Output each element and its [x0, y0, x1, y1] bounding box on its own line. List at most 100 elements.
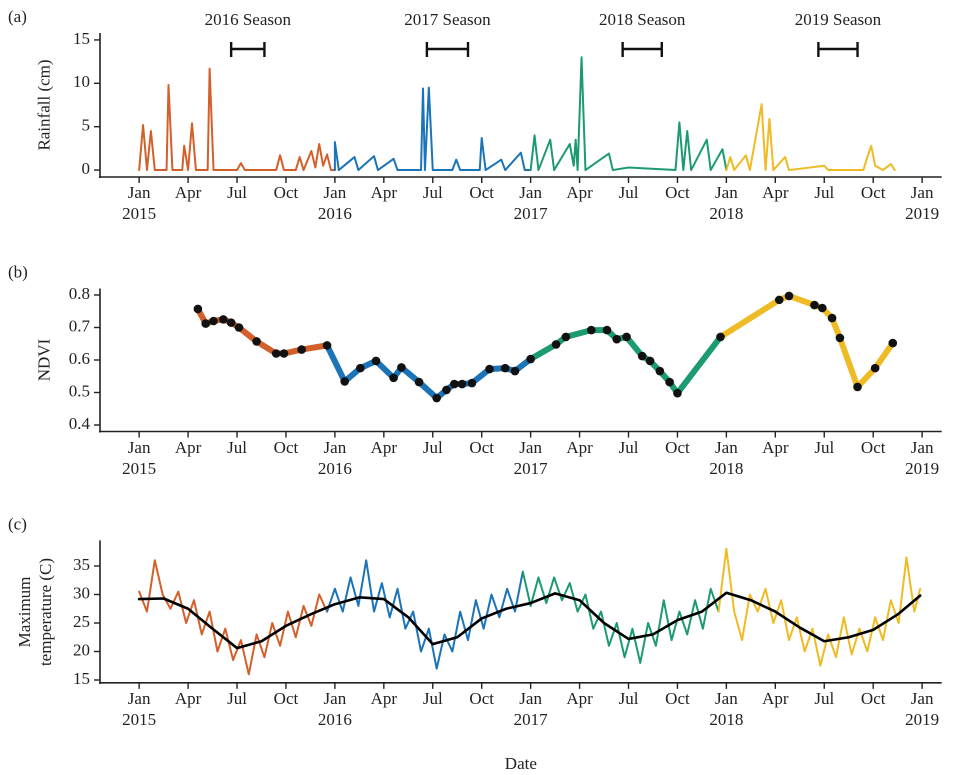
- data-point: [774, 295, 784, 305]
- series-line: [138, 559, 329, 676]
- panel-label: (a): [8, 7, 27, 26]
- x-tick-label: Jul: [422, 183, 443, 202]
- y-tick-label: 15: [73, 29, 90, 48]
- data-point: [655, 366, 665, 376]
- x-tick-label: Jul: [422, 688, 443, 708]
- series-line: [333, 86, 532, 172]
- data-point: [622, 332, 631, 342]
- x-tick-label: Oct: [273, 437, 299, 457]
- x-tick-label: Jul: [227, 688, 247, 708]
- x-tick-label: Jul: [422, 437, 443, 457]
- data-point: [271, 349, 281, 358]
- x-tick-label: Oct: [665, 437, 690, 457]
- series-line: [529, 576, 720, 664]
- x-tick-label: Apr: [370, 183, 398, 202]
- data-point: [637, 351, 647, 361]
- data-point: [853, 382, 862, 392]
- x-tick-label: Jan 2018: [709, 437, 744, 478]
- x-tick-label: Oct: [273, 688, 299, 708]
- data-point: [587, 325, 596, 335]
- series-connector: [717, 296, 783, 340]
- series-connector: [527, 341, 560, 363]
- x-tick-label: Oct: [665, 688, 690, 708]
- x-axis-label: Date: [504, 753, 537, 773]
- data-point: [888, 338, 898, 348]
- data-point: [397, 363, 406, 372]
- data-point: [500, 363, 510, 373]
- y-axis-label: Maximum temperature (C): [15, 557, 55, 666]
- y-tick-label: 30: [73, 583, 90, 602]
- data-point: [827, 313, 837, 323]
- data-point: [209, 316, 218, 326]
- y-tick-label: 0.6: [69, 349, 90, 368]
- data-point: [551, 340, 561, 349]
- data-point: [665, 377, 674, 387]
- x-tick-label: Apr: [762, 183, 789, 202]
- series-line: [553, 327, 724, 397]
- y-tick-label: 0.7: [69, 316, 91, 335]
- data-point: [457, 379, 467, 389]
- x-tick-label: Jan 2017: [513, 183, 548, 223]
- series-line: [138, 67, 336, 172]
- x-tick-label: Jul: [814, 183, 835, 202]
- data-point: [510, 366, 520, 376]
- data-point: [279, 349, 289, 358]
- x-tick-label: Jan 2017: [513, 688, 548, 729]
- x-tick-label: Oct: [469, 183, 494, 202]
- series-connector: [521, 570, 532, 607]
- y-axis-label: NDVI: [34, 338, 54, 382]
- season-label: 2016 Season: [205, 10, 292, 29]
- y-tick-label: 0.5: [69, 381, 90, 400]
- x-tick-label: Oct: [860, 437, 886, 457]
- data-point: [234, 323, 244, 332]
- y-tick-label: 15: [73, 669, 90, 688]
- x-tick-label: Apr: [174, 183, 202, 202]
- season-label: 2019 Season: [795, 10, 882, 29]
- x-tick-label: Jan 2019: [905, 437, 940, 478]
- x-tick-label: Apr: [174, 437, 202, 457]
- y-tick-label: 20: [73, 640, 90, 659]
- x-tick-label: Jan 2018: [709, 183, 744, 223]
- series-line: [725, 103, 896, 172]
- series-connector: [324, 342, 348, 385]
- data-point: [602, 325, 612, 335]
- data-point: [442, 385, 451, 395]
- x-tick-label: Jul: [618, 183, 639, 202]
- data-point: [371, 356, 381, 366]
- x-tick-label: Jan 2016: [317, 688, 352, 729]
- x-tick-label: Jul: [618, 688, 639, 708]
- x-tick-label: Apr: [370, 437, 398, 457]
- data-point: [297, 345, 306, 354]
- data-point: [449, 379, 459, 389]
- y-tick-label: 35: [73, 555, 90, 574]
- data-point: [389, 373, 398, 383]
- x-tick-label: Jul: [227, 183, 247, 202]
- y-tick-label: 0: [82, 159, 91, 178]
- x-tick-label: Jul: [814, 688, 835, 708]
- panel-label: (c): [8, 514, 27, 533]
- x-tick-label: Jul: [618, 437, 639, 457]
- series-line: [725, 547, 922, 667]
- x-tick-label: Jan 2015: [122, 688, 157, 729]
- x-tick-label: Jul: [227, 437, 247, 457]
- data-point: [485, 364, 494, 374]
- x-tick-label: Oct: [860, 688, 886, 708]
- data-point: [193, 304, 203, 314]
- series-line: [333, 559, 524, 670]
- data-point: [201, 319, 211, 328]
- x-tick-label: Jan 2017: [513, 437, 548, 478]
- x-tick-label: Jan 2018: [709, 688, 744, 729]
- data-point: [784, 291, 794, 301]
- x-tick-label: Jan 2015: [122, 183, 157, 223]
- series-line: [529, 56, 728, 172]
- data-point: [226, 318, 236, 327]
- data-point: [817, 303, 827, 313]
- x-tick-label: Jan 2016: [317, 437, 352, 478]
- data-point: [219, 315, 228, 324]
- data-point: [252, 337, 261, 346]
- data-point: [526, 354, 535, 364]
- data-point: [870, 363, 880, 373]
- x-tick-label: Apr: [762, 437, 789, 457]
